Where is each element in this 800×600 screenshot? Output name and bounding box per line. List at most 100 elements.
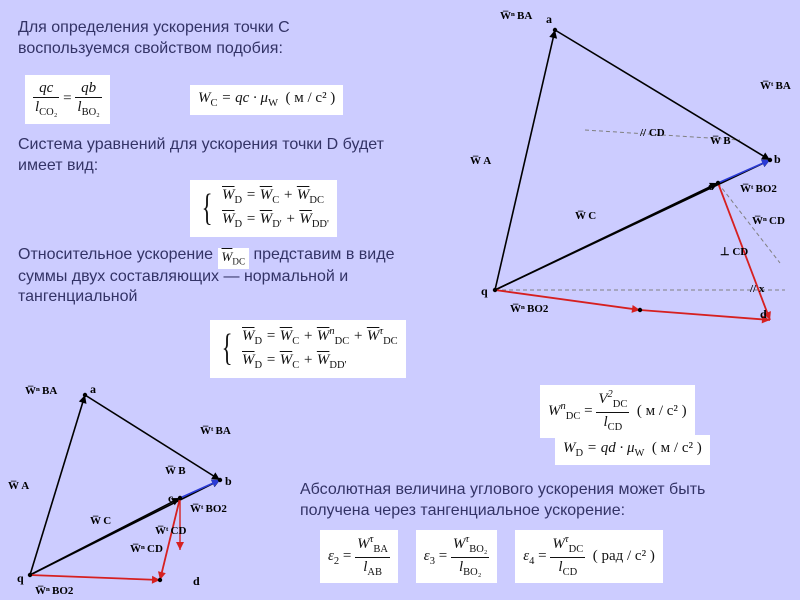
sys3-p1: +: [303, 328, 317, 344]
sys4-eq: =: [266, 352, 280, 368]
eps2-sub: 2: [334, 556, 339, 567]
eps4nb: DC: [569, 544, 584, 555]
sys1-eq1: =: [246, 187, 260, 203]
ratio-rhs-num: qb: [81, 80, 96, 96]
diagram-big: abcqdW̅ⁿ BAW̅ᵗ BAW̅ AW̅ BW̅ CW̅ⁿ BO2W̅ᵗ …: [470, 5, 790, 325]
wd-l: W: [563, 440, 576, 456]
para-angular-accel: Абсолютная величина углового ускорения м…: [300, 480, 760, 522]
diagram-label-W_CD_n: W̅ⁿ CD: [752, 215, 785, 227]
wc-sym: W: [198, 90, 211, 106]
diagram-label-W_BO2_n: W̅ⁿ BO2: [510, 303, 548, 315]
sys2-r2: W: [299, 211, 312, 227]
eps3-sub: 3: [430, 556, 435, 567]
wdcn-dsub: CD: [608, 422, 623, 433]
diagram-label-W_A: W̅ A: [8, 480, 29, 492]
sys1-r1-sub: C: [272, 195, 279, 206]
wdcn-nsub: DC: [613, 399, 628, 410]
sys3-l: W: [242, 328, 255, 344]
wd-rsub: W: [635, 448, 645, 459]
para-c-definition: Для определения ускорения точки C воспол…: [18, 18, 348, 60]
sys4-l: W: [242, 352, 255, 368]
sys2-r1-sub: D': [272, 219, 281, 230]
svg-text:q: q: [481, 284, 488, 298]
diagram-label-W_A: W̅ A: [470, 155, 491, 167]
diagram-label-parCD: // CD: [640, 127, 665, 139]
eps3ds: BO₂: [463, 567, 481, 578]
sys4-r2-sub: DD': [329, 360, 346, 371]
para-relative-accel: Относительное ускорение WDC представим в…: [18, 245, 448, 308]
sys1-r2-sub: DC: [309, 195, 324, 206]
sys1-l: W: [222, 187, 235, 203]
wd-r: = qd · μ: [587, 440, 635, 456]
wd-units: ( м / c² ): [652, 440, 702, 456]
diagram-label-W_B: W̅ B: [165, 465, 186, 477]
wdc-inline-sub: DC: [232, 257, 245, 267]
eps4-sub: 4: [529, 556, 534, 567]
sys1-r1: W: [260, 187, 273, 203]
diagram-label-W_BO2_t: W̅ᵗ BO2: [740, 183, 777, 195]
para3a: Относительное ускорение: [18, 246, 213, 263]
sys1-plus1: +: [283, 187, 297, 203]
svg-text:a: a: [90, 382, 96, 396]
wc-rhs-sub: W: [268, 98, 278, 109]
sys3-r2: W: [317, 328, 330, 344]
formula-wdc-n: WnDC = V2DC lCD ( м / c² ): [540, 385, 695, 438]
wdcn-l: W: [548, 403, 561, 419]
eps3n: W: [453, 536, 466, 552]
diagram-label-W_C: W̅ C: [575, 210, 596, 222]
eps2ds: AB: [367, 567, 382, 578]
diagram-label-W_BO2_n: W̅ⁿ BO2: [35, 585, 73, 597]
svg-text:c: c: [168, 491, 174, 505]
wc-sub: C: [211, 98, 218, 109]
diagram-label-perpCD: ⊥ CD: [720, 245, 748, 258]
diagram-label-W_CD_n: W̅ⁿ CD: [130, 543, 163, 555]
wc-rhs: = qc · μ: [221, 90, 268, 106]
eps4n: W: [552, 536, 565, 552]
sys2-r1: W: [260, 211, 273, 227]
svg-text:a: a: [546, 12, 552, 26]
formula-ratio: qc lCO₂ = qb lBO₂: [25, 75, 110, 124]
svg-text:b: b: [225, 474, 232, 488]
sys4-r2: W: [317, 352, 330, 368]
eps2n: W: [357, 536, 370, 552]
wdc-inline: W: [222, 249, 233, 264]
formula-epsilon-row: ε2 = WτBA lAB ε3 = WτBO₂ lBO₂ ε4 = WτDC …: [320, 530, 663, 583]
formula-system-d: { WD = WC + WDC WD = WD' + WDD': [190, 180, 337, 237]
svg-text:q: q: [17, 571, 24, 585]
diagram-label-W_BA_n: W̅ⁿ BA: [500, 10, 532, 22]
sys2-r2-sub: DD': [312, 219, 329, 230]
sys3-r3-sub: DC: [383, 336, 398, 347]
wc-units: ( м / c² ): [286, 90, 336, 106]
wd-lsub: D: [576, 448, 584, 459]
diagram-label-parX: // x: [750, 283, 764, 295]
wdcn-lsub: DC: [566, 411, 581, 422]
sys2-eq: =: [246, 211, 260, 227]
wdcn-units: ( м / c² ): [637, 403, 687, 419]
svg-text:d: d: [760, 307, 767, 321]
diagram-label-W_BO2_t: W̅ᵗ BO2: [190, 503, 227, 515]
sys4-p: +: [303, 352, 317, 368]
sys3-r1: W: [280, 328, 293, 344]
para-d-system: Система уравнений для ускорения точки D …: [18, 135, 388, 177]
diagram-label-W_C: W̅ C: [90, 515, 111, 527]
eps3nb: BO₂: [469, 544, 487, 555]
diagram-label-W_B: W̅ B: [710, 135, 731, 147]
sys3-p2: +: [353, 328, 367, 344]
svg-text:b: b: [774, 152, 781, 166]
ratio-lhs-num: qc: [39, 80, 53, 96]
sys3-r1-sub: C: [292, 336, 299, 347]
diagram-label-W_BA_n: W̅ⁿ BA: [25, 385, 57, 397]
diagram-label-W_CD_t: W̅ᵗ CD: [155, 525, 186, 537]
svg-text:c: c: [708, 179, 714, 193]
formula-wd: WD = qd · μW ( м / c² ): [555, 435, 710, 465]
sys3-r2-sub: DC: [335, 336, 350, 347]
ratio-lhs-den-sub: CO₂: [39, 107, 57, 118]
eps-units: ( рад / c² ): [593, 548, 655, 564]
sys3-r3: W: [367, 328, 380, 344]
sys3-l-sub: D: [255, 336, 263, 347]
sys1-l-sub: D: [235, 195, 243, 206]
sys4-r1-sub: C: [292, 360, 299, 371]
sys2-l: W: [222, 211, 235, 227]
svg-text:d: d: [193, 574, 200, 588]
formula-wc: WC = qc · μW ( м / c² ): [190, 85, 343, 115]
